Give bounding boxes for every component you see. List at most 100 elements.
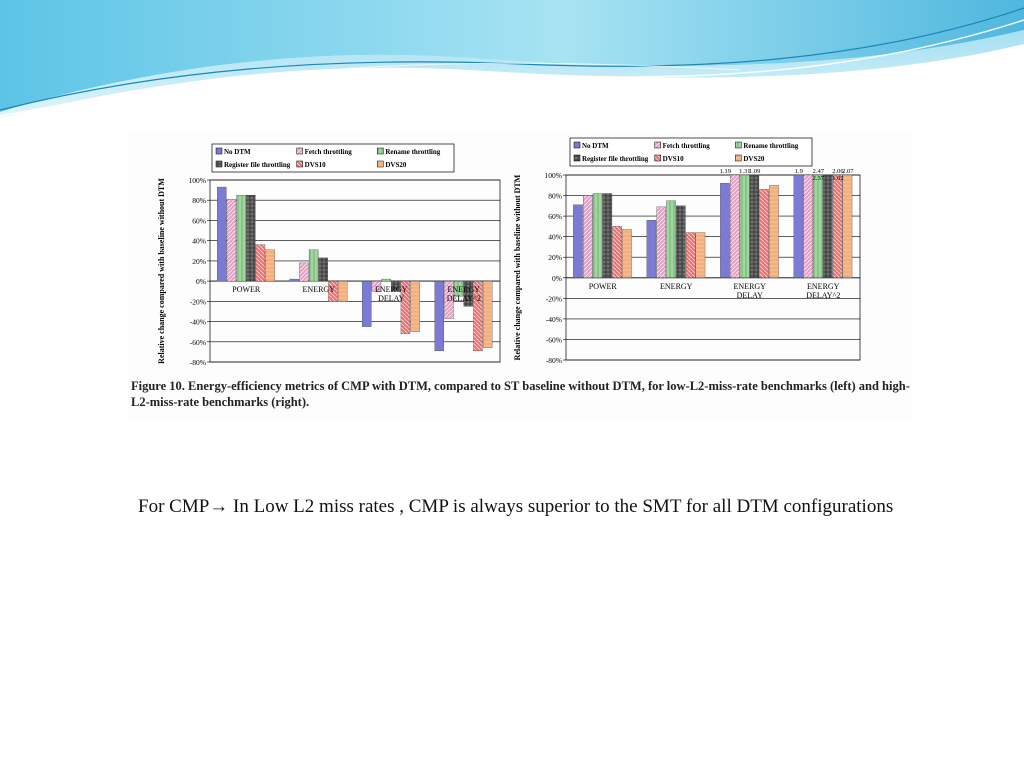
x-category-label: ENERGY <box>375 285 408 294</box>
bar <box>318 257 328 282</box>
legend-frame <box>569 137 813 167</box>
data-label: 1.09 <box>749 168 760 175</box>
right-arrow-icon: → <box>209 496 229 517</box>
legend-label: Rename throttling <box>385 148 440 156</box>
bar <box>769 185 779 278</box>
bar <box>400 280 411 334</box>
x-category-label: ENERGY <box>303 285 336 294</box>
bar <box>813 174 823 278</box>
legend-swatch <box>296 147 303 155</box>
bar <box>749 174 760 278</box>
bar <box>236 195 246 282</box>
bar <box>612 226 622 278</box>
y-tick-label: 20% <box>548 253 562 262</box>
bar <box>410 280 420 332</box>
bar <box>842 174 853 278</box>
x-category-label: ENERGY <box>734 282 767 291</box>
data-label: 2.06 <box>832 168 844 175</box>
x-category-label: POWER <box>589 282 618 291</box>
chart-high-l2-miss-rate: No DTM Fetch throttling Rename throttling R… <box>513 137 861 365</box>
bar <box>739 174 750 278</box>
legend-swatch <box>573 141 581 149</box>
data-label: 1.19 <box>720 168 731 175</box>
y-tick-label: 0% <box>552 274 562 283</box>
y-tick-label: -80% <box>546 356 562 365</box>
bar <box>381 278 391 282</box>
figure-caption: Figure 10. Energy-efficiency metrics of … <box>131 379 910 409</box>
legend-swatch <box>735 141 742 149</box>
bar <box>803 174 813 278</box>
legend-label: DVS10 <box>663 155 685 163</box>
bar <box>793 174 804 278</box>
bar <box>289 278 299 282</box>
y-tick-label: 20% <box>192 257 206 266</box>
body-text-rest: In Low L2 miss rates , CMP is always sup… <box>228 496 894 517</box>
bar <box>646 220 657 278</box>
bar <box>473 280 483 352</box>
bar <box>729 174 740 278</box>
bar <box>720 183 730 278</box>
bar <box>217 186 227 282</box>
y-tick-label: 80% <box>548 192 562 201</box>
legend-swatch <box>215 147 223 155</box>
legend-label: No DTM <box>224 148 251 156</box>
y-tick-label: 40% <box>548 233 562 242</box>
bar <box>592 193 603 278</box>
y-tick-label: -80% <box>190 358 206 367</box>
legend-swatch <box>573 154 581 162</box>
body-text-lead: For CMP <box>138 496 210 517</box>
bar <box>444 280 454 319</box>
bar <box>371 280 382 292</box>
y-tick-label: -40% <box>190 318 206 327</box>
legend-label: Register file throttling <box>224 161 291 169</box>
header-wave-banner <box>0 0 1024 118</box>
bar <box>453 280 464 297</box>
y-tick-label: 100% <box>189 176 207 185</box>
bar <box>602 193 613 278</box>
bar <box>226 199 237 282</box>
bar <box>308 249 319 282</box>
x-category-label: ENERGY <box>807 282 840 291</box>
data-label: 1.02 <box>832 175 843 182</box>
figure-10: No DTM Fetch throttling Rename throttling R… <box>128 130 912 420</box>
y-tick-label: 60% <box>548 212 562 221</box>
data-label: 1.31 <box>739 168 750 175</box>
bar <box>832 174 843 278</box>
data-label: 2.47 <box>813 168 825 175</box>
bar <box>255 244 266 282</box>
chart-legend: No DTM Fetch throttling Rename throttling R… <box>211 143 455 173</box>
y-tick-label: 40% <box>192 237 206 246</box>
y-tick-label: -20% <box>546 294 562 303</box>
bar <box>362 280 372 327</box>
chart-legend: No DTM Fetch throttling Rename throttling R… <box>569 137 813 167</box>
bar <box>823 174 833 278</box>
bar <box>434 280 444 352</box>
bar <box>463 280 473 307</box>
bar <box>622 229 632 278</box>
legend-swatch <box>215 160 223 168</box>
legend-label: DVS20 <box>743 155 765 163</box>
legend-swatch <box>296 160 303 168</box>
x-category-label: DELAY^2 <box>806 291 840 300</box>
legend-label: Fetch throttling <box>305 148 353 156</box>
bar <box>573 204 583 278</box>
legend-label: DVS20 <box>385 161 407 169</box>
legend-swatch <box>654 141 661 149</box>
y-tick-label: 80% <box>192 196 206 205</box>
x-category-label: POWER <box>232 285 261 294</box>
bar <box>656 206 666 278</box>
bar <box>759 189 769 278</box>
bar <box>246 195 256 282</box>
bar <box>328 280 338 302</box>
legend-swatch <box>735 154 742 162</box>
data-label: 2.37 <box>813 175 825 182</box>
y-axis-label: Relative change compared with baseline w… <box>513 174 522 360</box>
bar <box>685 232 696 278</box>
legend-label: Rename throttling <box>743 142 798 150</box>
x-category-label: ENERGY <box>448 285 481 294</box>
y-tick-label: -40% <box>546 315 562 324</box>
bar <box>337 280 348 302</box>
legend-swatch <box>377 160 384 168</box>
x-category-label: DELAY <box>737 291 764 300</box>
legend-label: No DTM <box>582 142 609 150</box>
